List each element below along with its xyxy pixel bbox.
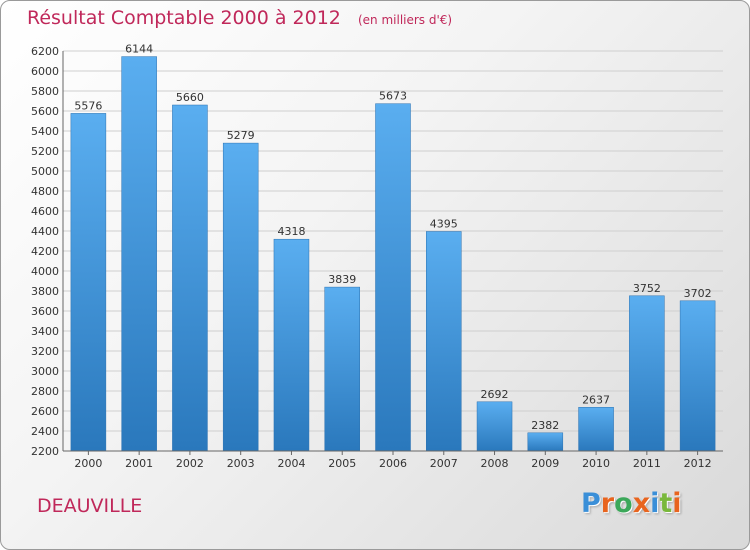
y-tick-label: 3000 xyxy=(31,365,59,378)
x-tick-label: 2002 xyxy=(176,457,204,470)
y-tick-label: 5600 xyxy=(31,105,59,118)
x-tick-label: 2000 xyxy=(74,457,102,470)
y-tick-label: 5400 xyxy=(31,125,59,138)
value-label: 5660 xyxy=(176,91,204,104)
value-label: 2637 xyxy=(582,393,610,406)
x-tick-label: 2001 xyxy=(125,457,153,470)
y-tick-label: 4200 xyxy=(31,245,59,258)
axes: 2200 2400 2600 2800 3000 3200 3400 3600 3800 4000… xyxy=(31,45,723,470)
bar-2007 xyxy=(426,231,462,452)
bar-2009 xyxy=(527,432,564,452)
bars: 5576 6144 5660 5279 4318 3839 5673 4395 2692 2382… xyxy=(70,43,716,452)
value-label: 5673 xyxy=(379,90,407,103)
y-tick-label: 2800 xyxy=(31,385,59,398)
y-tick-label: 2200 xyxy=(31,445,59,458)
x-tick-label: 2011 xyxy=(633,457,661,470)
value-label: 3839 xyxy=(328,273,356,286)
x-tick-label: 2006 xyxy=(379,457,407,470)
x-tick-label: 2004 xyxy=(277,457,305,470)
value-label: 4318 xyxy=(277,225,305,238)
title-row: Résultat Comptable 2000 à 2012 (en milli… xyxy=(27,7,452,29)
bar-2004 xyxy=(273,238,310,452)
y-tick-label: 2400 xyxy=(31,425,59,438)
proxiti-logo[interactable]: Proxiti xyxy=(581,488,682,519)
value-label: 2692 xyxy=(481,388,509,401)
x-tick-label: 2003 xyxy=(227,457,255,470)
bar-2012 xyxy=(679,300,716,452)
chart-unit: (en milliers d'€) xyxy=(357,13,453,27)
bar-2010 xyxy=(578,407,614,452)
value-label: 3702 xyxy=(684,287,712,300)
bar-2011 xyxy=(629,295,665,452)
bar-2001 xyxy=(121,56,157,452)
bar-2002 xyxy=(172,104,208,452)
logo-letter: o xyxy=(614,488,633,519)
location-name: DEAUVILLE xyxy=(37,495,143,517)
x-tick-label: 2005 xyxy=(328,457,356,470)
y-tick-label: 6000 xyxy=(31,65,59,78)
y-tick-label: 4600 xyxy=(31,205,59,218)
x-tick-label: 2008 xyxy=(481,457,509,470)
value-label: 2382 xyxy=(531,419,559,432)
value-label: 5279 xyxy=(227,129,255,142)
y-tick-label: 6200 xyxy=(31,45,59,58)
y-tick-label: 3200 xyxy=(31,345,59,358)
y-tick-label: 3400 xyxy=(31,325,59,338)
value-label: 3752 xyxy=(633,282,661,295)
x-tick-label: 2010 xyxy=(582,457,610,470)
bar-2006 xyxy=(375,103,411,452)
y-tick-label: 3800 xyxy=(31,285,59,298)
y-tick-label: 4400 xyxy=(31,225,59,238)
value-label: 5576 xyxy=(74,99,102,112)
value-label: 6144 xyxy=(125,43,153,56)
logo-letter: r xyxy=(600,488,615,519)
x-tick-label: 2012 xyxy=(684,457,712,470)
y-tick-label: 2600 xyxy=(31,405,59,418)
bar-2005 xyxy=(324,286,360,452)
logo-letter: P xyxy=(581,488,601,519)
logo-letter: x xyxy=(632,488,651,519)
x-tick-label: 2007 xyxy=(430,457,458,470)
y-tick-label: 5800 xyxy=(31,85,59,98)
bar-2003 xyxy=(222,142,259,452)
bar-2008 xyxy=(476,401,513,452)
y-tick-label: 4800 xyxy=(31,185,59,198)
chart-title: Résultat Comptable 2000 à 2012 xyxy=(27,7,341,29)
y-tick-label: 5200 xyxy=(31,145,59,158)
y-tick-label: 4000 xyxy=(31,265,59,278)
logo-letter: i xyxy=(650,488,660,519)
y-tick-label: 5000 xyxy=(31,165,59,178)
y-tick-label: 3600 xyxy=(31,305,59,318)
x-tick-label: 2009 xyxy=(531,457,559,470)
bar-2000 xyxy=(70,113,107,452)
logo-letter: i xyxy=(672,488,682,519)
value-label: 4395 xyxy=(430,218,458,231)
logo-letter: t xyxy=(659,488,673,519)
